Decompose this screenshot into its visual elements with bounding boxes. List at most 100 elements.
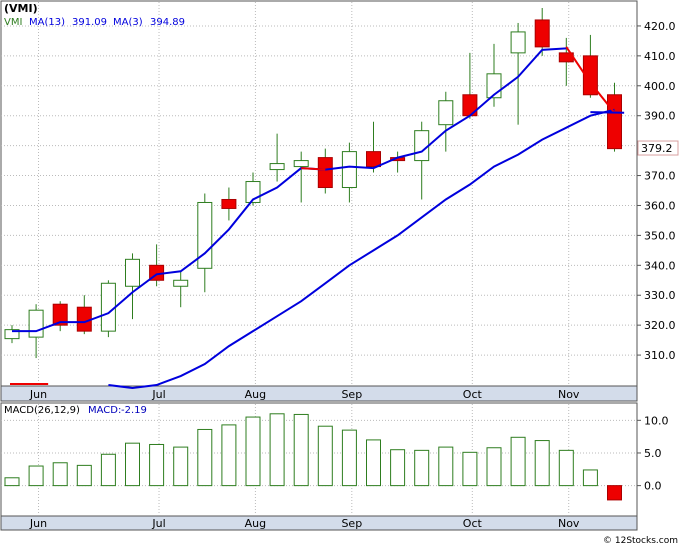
macd-bar — [269, 413, 285, 487]
macd-bar — [390, 449, 406, 487]
price-ytick-label: 350.0 — [644, 229, 676, 242]
ma3-line — [12, 47, 567, 333]
candle-body — [438, 100, 454, 126]
candle — [366, 121, 381, 173]
macd-ytick-label: 10.0 — [644, 414, 669, 427]
last-price-box — [637, 140, 679, 156]
ma13-line — [108, 108, 615, 389]
macd-ytick-label: 5.0 — [644, 447, 662, 460]
candle — [582, 34, 598, 98]
macd-xtick-label: Jun — [29, 517, 47, 530]
price-ytick-label: 310.0 — [644, 349, 676, 362]
chart-title: (VMI) — [4, 2, 38, 15]
macd-xtick-label: Oct — [463, 517, 483, 530]
candle-body — [76, 306, 92, 332]
candle-body — [317, 157, 333, 189]
candle-body — [341, 151, 357, 189]
candle-body — [607, 94, 622, 150]
price-xaxis-band — [0, 385, 638, 402]
macd-ytick-label: 0.0 — [644, 480, 662, 493]
candle — [269, 133, 285, 182]
macd-legend-value-label: MACD: — [88, 405, 121, 416]
macd-xaxis-band — [0, 515, 638, 531]
legend-ma13-label: MA(13) — [29, 17, 65, 28]
candle — [125, 253, 140, 320]
macd-bar — [534, 440, 550, 487]
macd-bar — [558, 449, 574, 487]
price-xtick-label: Sep — [341, 388, 362, 401]
candle — [52, 301, 68, 332]
price-ytick-label: 320.0 — [644, 319, 676, 332]
candle-body — [366, 151, 381, 168]
candle — [462, 52, 478, 119]
candle-body — [534, 19, 550, 48]
last-price-tag: 379.2 — [637, 140, 679, 156]
candle-body — [414, 130, 430, 162]
moving-average-lines — [10, 46, 625, 389]
ma13-tail — [590, 111, 625, 114]
macd-bar — [173, 446, 189, 487]
macd-bar — [293, 413, 309, 487]
last-price-label: 379.2 — [641, 142, 673, 155]
macd-bar — [582, 469, 598, 487]
macd-bar — [414, 449, 430, 487]
candle-body — [100, 282, 116, 332]
candle-body — [293, 160, 309, 168]
ma3-decline-segment — [565, 46, 616, 114]
candle — [293, 151, 309, 203]
macd-bar — [221, 424, 237, 487]
macd-bar — [245, 416, 261, 487]
macd-x-ticks: Jun Jul Aug Sep Oct Nov — [29, 517, 580, 530]
candle — [317, 148, 333, 194]
candle-body — [221, 198, 237, 209]
macd-bar — [52, 462, 68, 487]
candle-body — [269, 163, 285, 171]
candle-body — [125, 258, 140, 287]
price-y-ticks: 310.0320.0330.0340.0350.0360.0370.0380.0… — [637, 20, 676, 362]
price-ytick-label: 390.0 — [644, 110, 676, 123]
candle — [534, 7, 550, 56]
price-ytick-label: 360.0 — [644, 199, 676, 212]
price-x-ticks: Jun Jul Aug Sep Oct Nov — [29, 388, 580, 401]
legend-ma13-value: 391.09 — [72, 17, 107, 28]
ma3-dip-segment — [301, 167, 326, 171]
price-panel-frame — [0, 0, 638, 387]
candle-body — [510, 31, 526, 54]
macd-bar — [125, 442, 140, 487]
macd-y-ticks: 0.0 5.0 10.0 — [637, 414, 669, 493]
legend-vmi-label: VMI — [4, 17, 22, 28]
price-xtick-label: Oct — [463, 388, 483, 401]
macd-legend-value: -2.19 — [121, 405, 147, 416]
macd-bar — [366, 439, 381, 487]
price-xtick-label: Aug — [245, 388, 266, 401]
price-ytick-label: 370.0 — [644, 170, 676, 183]
macd-bar — [462, 451, 478, 487]
macd-xtick-label: Sep — [341, 517, 362, 530]
macd-histogram — [4, 413, 622, 501]
candle — [341, 142, 357, 203]
candle — [4, 325, 20, 344]
macd-legend-label: MACD(26,12,9) — [4, 405, 80, 416]
candle — [100, 280, 116, 338]
macd-bar — [197, 428, 213, 487]
price-ytick-label: 400.0 — [644, 80, 676, 93]
price-xtick-label: Jul — [151, 388, 165, 401]
macd-xtick-label: Jul — [151, 517, 165, 530]
candle — [197, 193, 213, 293]
candle-body — [52, 303, 68, 326]
macd-bar — [100, 453, 116, 487]
candle-body — [28, 309, 44, 338]
macd-bar — [341, 429, 357, 487]
candle-body — [197, 201, 213, 269]
macd-bar — [76, 464, 92, 487]
macd-bar — [607, 485, 622, 501]
macd-bar — [510, 436, 526, 487]
price-xtick-label: Nov — [558, 388, 580, 401]
macd-xtick-label: Aug — [245, 517, 266, 530]
macd-bar — [486, 447, 502, 487]
macd-xtick-label: Nov — [558, 517, 580, 530]
macd-bar — [4, 477, 20, 487]
macd-bar — [28, 465, 44, 487]
candle-body — [582, 55, 598, 96]
